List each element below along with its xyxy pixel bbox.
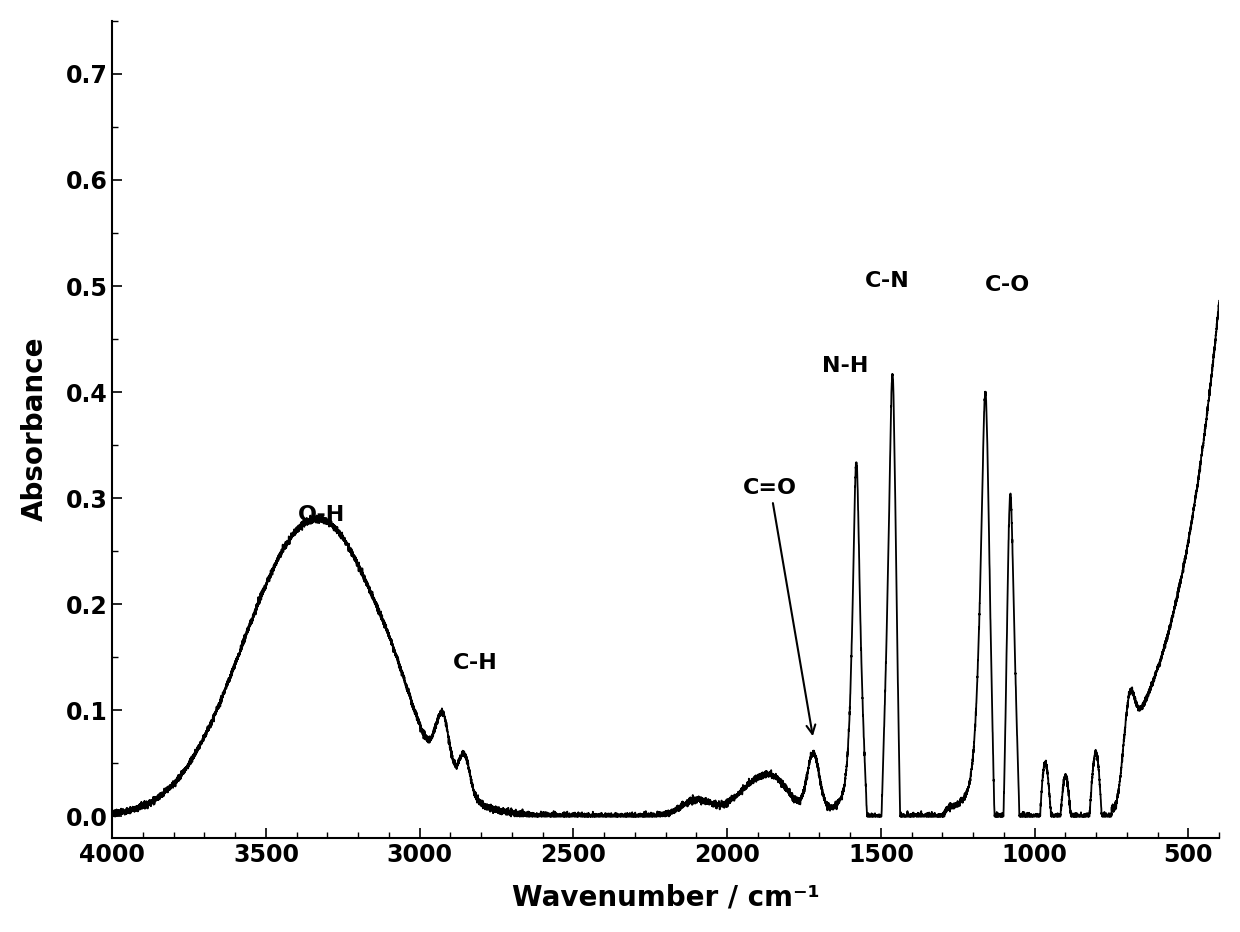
Text: O-H: O-H: [298, 505, 345, 525]
Text: C-O: C-O: [985, 275, 1029, 295]
Text: C-N: C-N: [864, 271, 909, 292]
Y-axis label: Absorbance: Absorbance: [21, 337, 48, 522]
Text: C-H: C-H: [453, 653, 497, 673]
Text: N-H: N-H: [822, 356, 869, 377]
Text: C=O: C=O: [743, 477, 816, 734]
X-axis label: Wavenumber / cm⁻¹: Wavenumber / cm⁻¹: [512, 884, 820, 911]
